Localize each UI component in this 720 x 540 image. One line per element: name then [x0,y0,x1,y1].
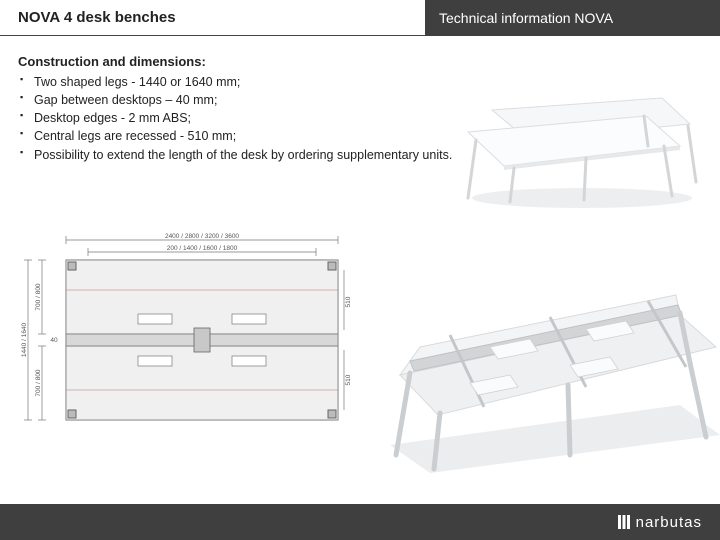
footer-bar: narbutas [0,504,720,540]
brand-logo: narbutas [618,514,702,531]
dim-label-recess-bot: 510 [345,374,352,385]
product-render-bottom [380,255,720,475]
dim-label-recess-top: 510 [345,296,352,307]
dim-label-left-inner-top: 700 / 800 [35,283,42,310]
dim-label-top-outer: 2400 / 2800 / 3200 / 3600 [165,233,239,240]
brand-logo-icon [618,515,630,529]
header-title-left: NOVA 4 desk benches [0,0,425,36]
dim-label-left-outer: 1440 / 1640 [21,322,28,357]
dim-label-gap: 40 [50,337,58,344]
dim-label-left-inner-bot: 700 / 800 [35,369,42,396]
header-title-right: Technical information NOVA [425,0,720,36]
brand-logo-text: narbutas [636,514,702,531]
header-bar: NOVA 4 desk benches Technical informatio… [0,0,720,36]
product-render-top [432,50,712,220]
dim-label-top-inner: 200 / 1400 / 1600 / 1800 [167,245,238,252]
technical-drawing: 2400 / 2800 / 3200 / 3600 200 / 1400 / 1… [18,230,358,440]
